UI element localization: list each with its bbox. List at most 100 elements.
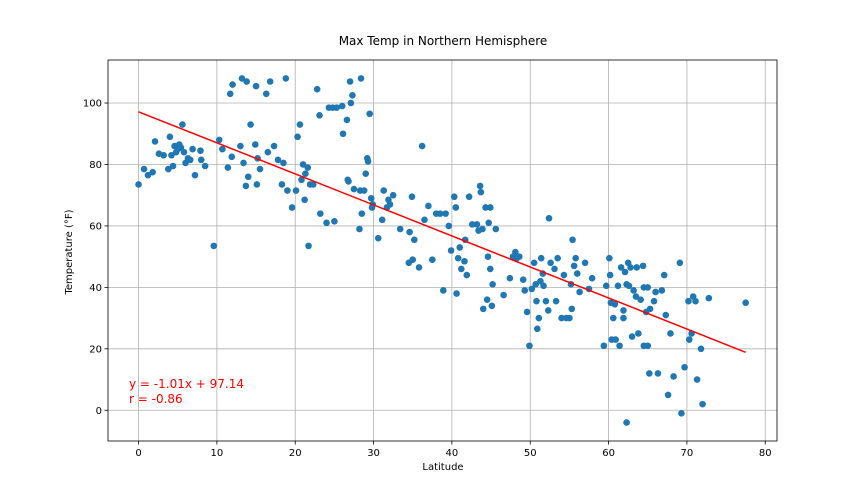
x-tick-label: 80: [759, 448, 772, 459]
data-point: [489, 280, 496, 288]
data-point: [639, 262, 647, 270]
data-point: [408, 193, 416, 201]
data-point: [544, 307, 552, 314]
data-point: [633, 264, 641, 271]
data-point: [357, 75, 365, 82]
data-point: [453, 290, 460, 297]
data-point: [418, 142, 426, 150]
data-point: [298, 176, 305, 184]
data-point: [302, 170, 309, 177]
data-point: [523, 308, 531, 316]
data-point: [664, 391, 672, 399]
data-point: [316, 112, 323, 119]
data-point: [465, 193, 473, 201]
data-point: [238, 75, 246, 82]
data-point: [374, 234, 382, 242]
data-point: [519, 276, 527, 283]
data-point: [545, 214, 553, 222]
data-point: [323, 219, 330, 227]
data-point: [264, 148, 272, 156]
data-point: [526, 342, 533, 350]
data-point: [500, 291, 507, 299]
data-point: [621, 268, 629, 276]
data-point: [547, 259, 554, 267]
data-point: [515, 253, 523, 260]
data-point: [274, 156, 282, 164]
data-point: [378, 216, 386, 224]
data-point: [278, 181, 286, 188]
data-point: [251, 141, 259, 148]
correlation-coefficient: r = -0.86: [129, 392, 183, 406]
data-point: [197, 156, 205, 164]
data-point: [614, 282, 622, 290]
data-point: [458, 265, 465, 273]
chart-title: Max Temp in Northern Hemisphere: [339, 34, 548, 48]
data-point: [294, 133, 301, 141]
data-point: [284, 187, 291, 194]
data-point: [282, 75, 290, 82]
data-point: [473, 221, 481, 228]
data-point: [140, 165, 148, 173]
data-point: [658, 287, 666, 294]
x-tick-label: 40: [446, 448, 459, 459]
data-point: [450, 193, 458, 201]
data-point: [456, 244, 464, 251]
data-point: [304, 164, 312, 171]
data-point: [343, 116, 351, 124]
data-point: [568, 305, 576, 313]
data-point: [247, 121, 254, 128]
data-point: [333, 104, 341, 111]
data-point: [646, 370, 653, 377]
data-point: [482, 204, 489, 211]
data-point: [570, 262, 578, 270]
y-tick-label: 100: [83, 99, 102, 110]
data-point: [253, 181, 261, 188]
data-point: [637, 296, 644, 303]
data-point: [486, 265, 494, 273]
data-point: [151, 138, 159, 145]
data-point: [389, 191, 397, 199]
data-point: [623, 419, 630, 426]
data-point: [189, 145, 196, 153]
data-point: [537, 254, 545, 262]
data-point: [144, 171, 152, 179]
data-point: [654, 370, 662, 377]
regression-equation: y = -1.01x + 97.14: [129, 377, 244, 391]
data-point: [316, 210, 324, 217]
data-point: [611, 300, 619, 308]
data-point: [486, 204, 494, 211]
data-point: [229, 81, 236, 88]
data-point: [485, 219, 493, 227]
y-tick-label: 40: [89, 283, 102, 294]
data-point: [692, 297, 699, 305]
data-point: [681, 363, 688, 371]
data-point: [409, 256, 417, 264]
data-point: [191, 171, 199, 179]
data-point: [243, 78, 250, 85]
data-point: [305, 242, 312, 250]
data-point: [532, 280, 540, 288]
data-point: [612, 336, 619, 343]
data-point: [366, 110, 373, 118]
data-point: [479, 225, 486, 233]
data-point: [620, 314, 627, 322]
data-point: [693, 376, 701, 383]
data-point: [627, 264, 634, 271]
data-point: [442, 210, 449, 217]
data-point: [646, 305, 654, 313]
data-point: [483, 296, 491, 303]
data-point: [296, 121, 304, 128]
data-point: [506, 274, 514, 282]
data-point: [149, 168, 156, 176]
data-point: [406, 228, 413, 236]
x-tick-label: 30: [367, 448, 380, 459]
data-point: [179, 121, 186, 128]
data-point: [617, 264, 625, 271]
y-axis-label: Temperature (°F): [64, 209, 75, 295]
data-point: [676, 259, 684, 267]
data-point: [705, 294, 713, 302]
data-point: [197, 147, 204, 154]
data-point: [345, 178, 352, 185]
data-point: [237, 142, 244, 150]
